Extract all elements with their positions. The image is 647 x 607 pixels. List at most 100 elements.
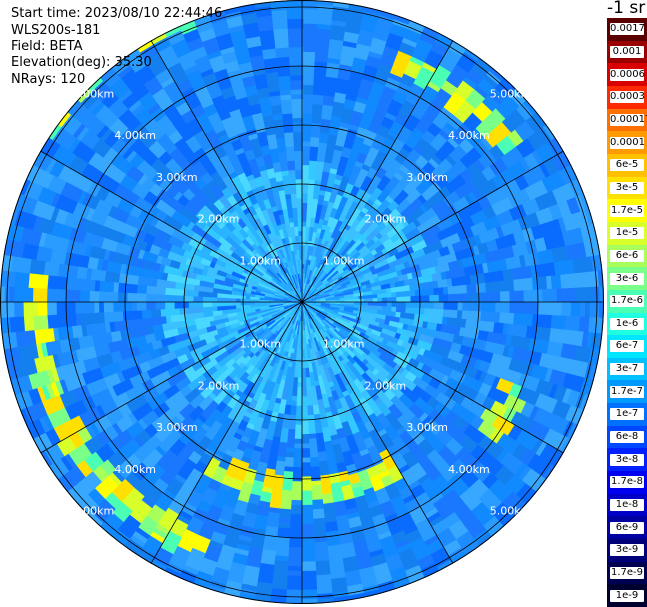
- range-gate-cell: [509, 411, 534, 434]
- range-gate-cell: [309, 146, 320, 162]
- range-gate-cell: [380, 314, 387, 321]
- range-gate-cell: [45, 367, 56, 384]
- range-gate-cell: [416, 473, 430, 485]
- range-gate-cell: [373, 277, 380, 283]
- range-gate-cell: [269, 281, 279, 288]
- range-gate-cell: [302, 294, 320, 302]
- range-gate-cell: [396, 327, 408, 337]
- range-gate-cell: [526, 453, 552, 479]
- range-gate-cell: [291, 280, 295, 286]
- range-gate-cell: [194, 218, 207, 230]
- range-gate-cell: [301, 462, 312, 477]
- range-gate-cell: [104, 321, 111, 334]
- range-gate-cell: [250, 290, 266, 297]
- range-gate-cell: [232, 283, 252, 292]
- range-gate-cell: [245, 248, 256, 258]
- range-gate-cell: [343, 142, 354, 150]
- range-gate-cell: [290, 226, 296, 242]
- range-gate-cell: [404, 285, 411, 292]
- range-gate-cell: [435, 392, 457, 412]
- range-gate-cell: [438, 129, 452, 142]
- range-gate-cell: [294, 325, 299, 335]
- range-gate-cell: [360, 317, 380, 328]
- range-gate-cell: [459, 147, 483, 170]
- range-gate-cell: [313, 281, 330, 294]
- range-gate-cell: [406, 272, 414, 280]
- range-gate-cell: [335, 126, 350, 148]
- range-gate-cell: [302, 301, 308, 302]
- range-gate-cell: [550, 315, 567, 331]
- range-gate-cell: [365, 221, 380, 236]
- range-gate-cell: [534, 194, 550, 212]
- range-gate-cell: [530, 438, 544, 456]
- range-gate-cell: [244, 354, 258, 369]
- azimuth-spoke: [40, 301, 303, 454]
- range-gate-cell: [510, 179, 522, 194]
- range-gate-cell: [287, 246, 295, 266]
- range-gate-cell: [200, 67, 216, 78]
- range-gate-cell: [336, 407, 348, 424]
- range-gate-cell: [236, 260, 255, 274]
- range-gate-cell: [480, 453, 494, 468]
- range-gate-cell: [306, 405, 314, 416]
- range-gate-cell: [324, 157, 334, 164]
- range-gate-cell: [444, 377, 463, 393]
- range-gate-cell: [332, 500, 348, 517]
- range-gate-cell: [438, 48, 463, 74]
- range-gate-cell: [305, 325, 310, 340]
- range-gate-cell: [516, 102, 535, 122]
- range-gate-cell: [327, 396, 339, 417]
- range-gate-cell: [326, 201, 335, 213]
- range-gate-cell: [218, 482, 231, 492]
- range-gate-cell: [383, 424, 400, 442]
- range-gate-cell: [15, 357, 38, 378]
- range-gate-cell: [434, 459, 457, 483]
- range-gate-cell: [292, 310, 299, 325]
- range-gate-cell: [321, 426, 332, 443]
- range-gate-cell: [302, 221, 307, 227]
- range-gate-cell: [37, 300, 48, 316]
- range-gate-cell: [477, 140, 491, 155]
- range-gate-cell: [575, 286, 595, 304]
- range-gate-cell: [453, 99, 477, 124]
- range-gate-cell: [330, 24, 348, 37]
- range-gate-cell: [310, 282, 318, 291]
- range-gate-cell: [292, 122, 303, 133]
- range-gate-cell: [258, 359, 272, 379]
- range-gate-cell: [310, 480, 322, 487]
- range-gate-cell: [302, 302, 313, 313]
- range-gate-cell: [246, 173, 256, 182]
- colorbar-tick-label: 3e-9: [610, 544, 644, 557]
- range-gate-cell: [306, 303, 325, 312]
- range-gate-cell: [336, 315, 351, 324]
- range-gate-cell: [211, 94, 226, 104]
- range-gate-cell: [181, 86, 203, 110]
- range-gate-cell: [158, 530, 182, 555]
- range-gate-cell: [181, 161, 202, 183]
- range-gate-cell: [433, 287, 444, 296]
- range-gate-cell: [279, 427, 289, 444]
- range-gate-cell: [257, 328, 271, 341]
- range-gate-cell: [365, 465, 379, 479]
- range-gate-cell: [93, 300, 100, 313]
- range-gate-cell: [270, 104, 284, 116]
- range-gate-cell: [474, 85, 490, 100]
- range-gate-cell: [291, 291, 296, 296]
- range-gate-cell: [354, 160, 365, 169]
- range-gate-cell: [275, 369, 284, 385]
- range-gate-cell: [443, 302, 459, 311]
- range-gate-cell: [310, 305, 329, 316]
- range-gate-cell: [316, 285, 321, 291]
- range-gate-cell: [361, 352, 376, 366]
- range-gate-cell: [297, 377, 302, 383]
- range-gate-cell: [303, 292, 306, 298]
- range-gate-cell: [345, 162, 356, 171]
- range-gate-cell: [196, 352, 204, 362]
- range-gate-cell: [445, 159, 469, 181]
- range-gate-cell: [183, 289, 190, 297]
- range-gate-cell: [176, 528, 199, 553]
- range-gate-cell: [446, 278, 453, 288]
- range-gate-cell: [272, 359, 283, 379]
- range-gate-cell: [439, 356, 461, 373]
- range-gate-cell: [462, 76, 479, 91]
